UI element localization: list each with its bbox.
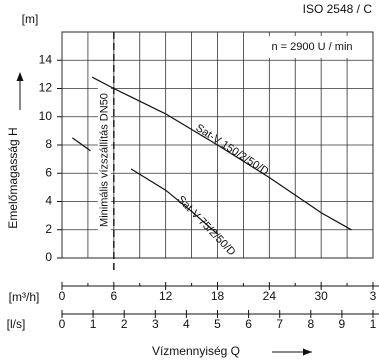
x2-tick-label: 0 (59, 317, 66, 331)
y-label: Emelőmagasság H (6, 127, 20, 228)
x2-tick-label: 7 (276, 317, 283, 331)
x-arrow-head (303, 348, 312, 356)
x-tick-label: 3 (370, 289, 377, 303)
x-label: Vízmennyiség Q (152, 344, 240, 358)
y-tick-label: 8 (45, 137, 52, 151)
x2-tick-label: 8 (307, 317, 314, 331)
min-flow-label-bg (97, 70, 111, 250)
x2-tick-label: 5 (214, 317, 221, 331)
curve (72, 137, 218, 235)
curve-label: Sat-V 150/2/50/D (193, 122, 270, 178)
y-tick-label: 4 (45, 194, 52, 208)
min-flow-label: Minimális vízszállítás DN50 (99, 93, 111, 227)
y-arrow-head (16, 72, 24, 81)
x2-tick-label: 4 (183, 317, 190, 331)
x-tick-label: 30 (314, 289, 328, 303)
x2-tick-label: 1 (90, 317, 97, 331)
x-tick-label: 12 (159, 289, 173, 303)
y-tick-label: 2 (45, 222, 52, 236)
x2-tick-label: 2 (121, 317, 128, 331)
y-tick-label: 6 (45, 165, 52, 179)
x-unit: [m³/h] (9, 290, 40, 304)
standard: ISO 2548 / C (303, 2, 373, 16)
x-tick-label: 0 (59, 289, 66, 303)
x-tick-label: 6 (110, 289, 117, 303)
x2-tick-label: 1 (370, 317, 377, 331)
y-tick-label: 10 (39, 109, 53, 123)
y-tick-label: 0 (45, 250, 52, 264)
y-tick-label: 14 (39, 52, 53, 66)
note-box (250, 36, 370, 58)
x-tick-label: 18 (211, 289, 225, 303)
x2-tick-label: 6 (245, 317, 252, 331)
speed-note: n = 2900 U / min (271, 41, 352, 53)
x-tick-label: 24 (263, 289, 277, 303)
y-tick-label: 12 (39, 81, 53, 95)
x2-unit: [l/s] (7, 317, 26, 331)
curve-label: Sat-V 75/2/50/D (175, 194, 238, 259)
y-unit: [m] (22, 12, 39, 26)
curve (91, 76, 352, 231)
x2-tick-label: 3 (152, 317, 159, 331)
x2-tick-label: 9 (339, 317, 346, 331)
